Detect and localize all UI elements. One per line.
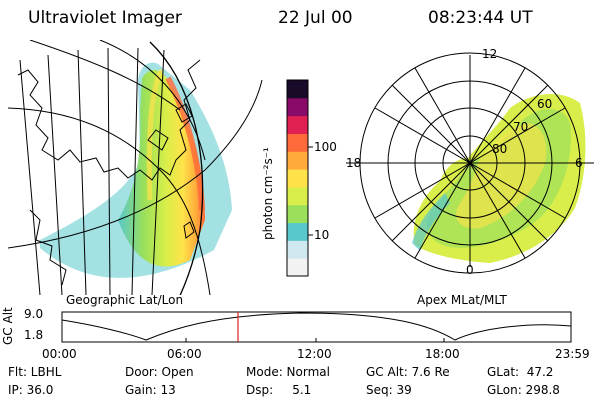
altitude-ylabel: GC Alt [1, 307, 15, 345]
altitude-y-lo: 1.8 [24, 328, 44, 342]
colorbar-tick-10: 10 [314, 228, 330, 242]
info-ip: IP: 36.0 [8, 383, 54, 397]
polar-label-70: 70 [513, 120, 529, 134]
altitude-plot [61, 311, 572, 343]
x-tick-1800: 18:00 [425, 347, 460, 361]
colorbar-band [287, 222, 308, 241]
colorbar-band [287, 80, 308, 99]
polar-label-80: 80 [492, 142, 508, 156]
app-title: Ultraviolet Imager [28, 8, 182, 28]
geographic-caption: Geographic Lat/Lon [66, 293, 184, 307]
colorbar-band [287, 133, 308, 152]
colorbar-band [287, 186, 308, 206]
date-label: 22 Jul 00 [278, 8, 353, 28]
x-tick-1200: 12:00 [297, 347, 332, 361]
polar-label-18: 18 [346, 156, 362, 170]
info-gain: Gain: 13 [125, 383, 176, 397]
info-dsp: Dsp: 5.1 [246, 383, 312, 397]
x-tick-0600: 06:00 [167, 347, 202, 361]
info-glon: GLon: 298.8 [487, 383, 560, 397]
info-flt: Flt: LBHL [8, 365, 62, 379]
colorbar-band [287, 151, 308, 170]
colorbar-unit: photon cm⁻²s⁻¹ [261, 147, 275, 240]
colorbar-band [287, 258, 308, 277]
polar-label-6: 6 [575, 156, 583, 170]
polar-label-0: 0 [466, 263, 474, 277]
polar-label-60: 60 [537, 97, 553, 111]
time-label: 08:23:44 UT [428, 8, 533, 28]
info-glat: GLat: 47.2 [487, 365, 554, 379]
apex-caption: Apex MLat/MLT [417, 293, 507, 307]
x-tick-0000: 00:00 [42, 347, 77, 361]
info-seq: Seq: 39 [366, 383, 412, 397]
colorbar-tick-100: 100 [314, 140, 337, 154]
info-door: Door: Open [125, 365, 194, 379]
colorbar-band [287, 97, 308, 117]
polar-plot [346, 52, 594, 274]
info-mode: Mode: Normal [246, 365, 330, 379]
altitude-y-hi: 9.0 [24, 307, 44, 321]
x-tick-2359: 23:59 [555, 347, 590, 361]
colorbar [287, 80, 308, 277]
colorbar-band [287, 204, 308, 224]
polar-label-12: 12 [482, 47, 498, 61]
colorbar-band [287, 169, 308, 188]
info-gcalt: GC Alt: 7.6 Re [366, 365, 450, 379]
colorbar-band [287, 115, 308, 134]
colorbar-band [287, 240, 308, 259]
